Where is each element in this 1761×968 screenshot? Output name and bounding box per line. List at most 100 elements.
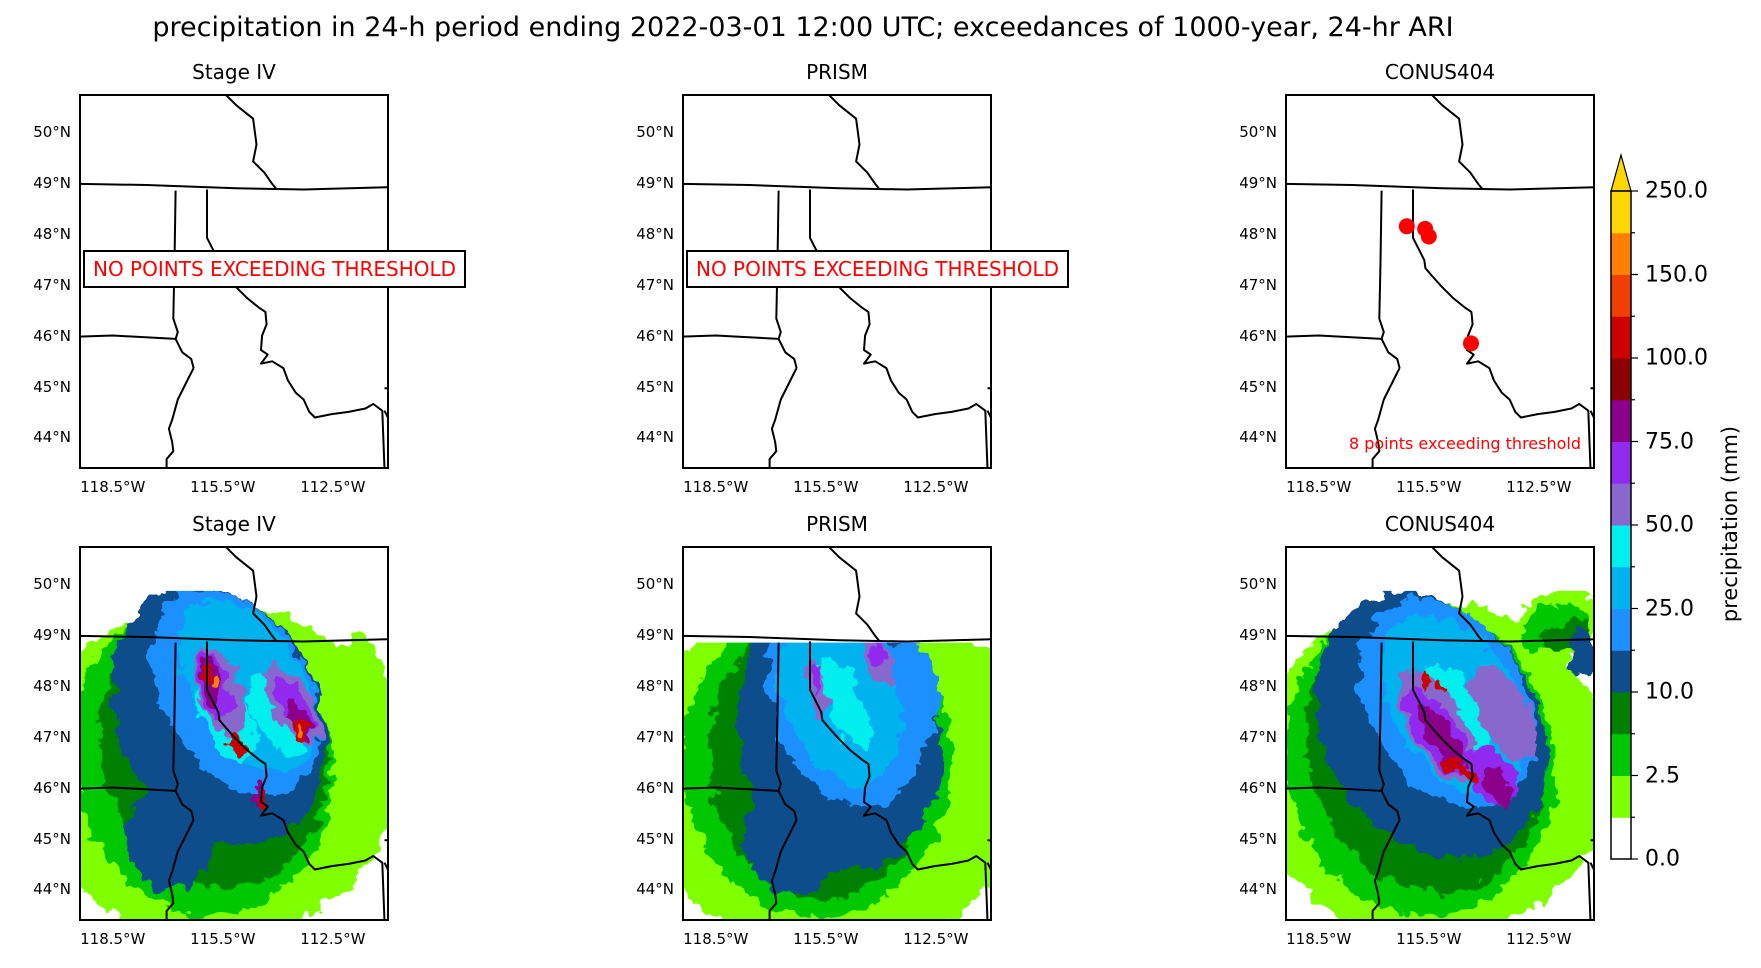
border-orid [768,819,798,921]
lat-tick-label: 45°N [1239,829,1277,848]
colorbar-tick-label: 0.0 [1645,846,1680,872]
lon-tick-label: 118.5°W [1286,930,1352,948]
figure-title: precipitation in 24-h period ending 2022… [152,12,1454,43]
colorbar-bin [1611,274,1631,317]
panel-title: Stage IV [192,60,276,84]
lon-tick-label: 112.5°W [300,478,366,496]
colorbar-bin [1611,733,1631,776]
lat-tick-label: 48°N [1239,224,1277,243]
lat-tick-label: 44°N [1239,880,1277,899]
border-wy [987,387,992,469]
lat-tick-label: 46°N [33,778,71,797]
lon-tick-label: 115.5°W [1396,930,1462,948]
colorbar-tick-label: 100.0 [1645,345,1708,371]
precip-map-prism: PRISM 50°N 49°N 48°N 47°N 46°N 45°N 44°N 118.5°W… [636,512,992,948]
colorbar-tick-label: 75.0 [1645,429,1694,454]
lat-tick-label: 44°N [33,880,71,899]
precip-map-conus404: CONUS404 50°N 49°N 48°N 47°N 46°N 45°N 44°N 118.… [1239,512,1595,948]
lat-tick-label: 50°N [636,123,674,142]
lat-tick-label: 44°N [636,880,674,899]
lon-tick-label: 115.5°W [190,930,256,948]
border-canada [79,634,389,643]
precip-contour [1470,668,1538,760]
lat-tick-label: 47°N [636,727,674,746]
colorbar-bin [1611,692,1631,735]
lat-tick-label: 47°N [33,275,71,294]
map-frame [79,546,389,921]
precip-contour [123,787,214,889]
exceedance-count: 8 points exceeding threshold [1348,434,1581,453]
map-frame [682,546,992,921]
border-orid [165,367,195,469]
colorbar-bin [1611,441,1631,484]
lat-tick-label: 48°N [1239,676,1277,695]
panel-title: CONUS404 [1384,60,1496,84]
exceedance-point [1420,228,1437,245]
lat-tick-label: 48°N [33,224,71,243]
border-canada [682,634,992,643]
lon-tick-label: 115.5°W [793,478,859,496]
border-wy [987,839,992,921]
lat-tick-label: 45°N [636,377,674,396]
precip-contour [872,642,885,667]
lat-tick-label: 47°N [1239,275,1277,294]
border-wy [1590,839,1595,921]
border-bcab [224,546,278,643]
colorbar-tick-label: 150.0 [1645,262,1708,287]
border-waor [79,786,176,792]
colorbar-tick-label: 2.5 [1645,763,1680,788]
border-waid [1378,190,1401,369]
precip-contour [1569,630,1595,676]
lon-tick-label: 115.5°W [1396,478,1462,496]
lat-tick-label: 49°N [636,174,674,193]
border-wy [1590,387,1595,469]
map-canvas [79,546,389,921]
panel-title: CONUS404 [1384,512,1496,536]
lat-tick-label: 47°N [33,727,71,746]
panel-title: PRISM [806,512,868,536]
lat-tick-label: 48°N [636,676,674,695]
border-waor [1285,786,1382,792]
lat-tick-label: 47°N [636,275,674,294]
lon-tick-label: 112.5°W [903,930,969,948]
border-waor [682,786,779,792]
colorbar-bin [1611,191,1631,234]
map-frame [1285,94,1595,469]
lat-tick-label: 50°N [1239,575,1277,594]
lat-tick-label: 48°N [636,224,674,243]
precip-contour [298,725,305,737]
lat-tick-label: 45°N [33,377,71,396]
lat-tick-label: 44°N [636,428,674,447]
lon-tick-label: 112.5°W [1506,930,1572,948]
colorbar-bin [1611,316,1631,359]
border-canada [79,182,389,191]
lat-tick-label: 49°N [636,626,674,645]
lat-tick-label: 49°N [33,626,71,645]
panel-title: PRISM [806,60,868,84]
border-waor [682,334,779,340]
precip-contour [743,781,845,895]
colorbar-bin [1611,775,1631,818]
lon-tick-label: 115.5°W [190,478,256,496]
border-bcab [1430,94,1484,191]
precip-field [682,642,992,921]
precip-contour [326,635,389,838]
precip-contour [226,730,246,755]
exceedance-point [1463,335,1479,352]
lon-tick-label: 115.5°W [793,930,859,948]
lon-tick-label: 112.5°W [903,478,969,496]
border-orid [165,819,195,921]
lat-tick-label: 45°N [636,829,674,848]
lon-tick-label: 118.5°W [80,930,146,948]
lat-tick-label: 44°N [1239,428,1277,447]
state-borders [79,546,389,921]
precip-contour [202,663,214,687]
border-waid [1378,642,1401,821]
border-waid [172,642,195,821]
colorbar-tick-label: 250.0 [1645,178,1708,204]
state-borders [682,546,992,921]
precip-contour [1437,677,1448,695]
border-bcab [224,94,278,191]
lat-tick-label: 44°N [33,428,71,447]
border-wy [384,387,389,469]
